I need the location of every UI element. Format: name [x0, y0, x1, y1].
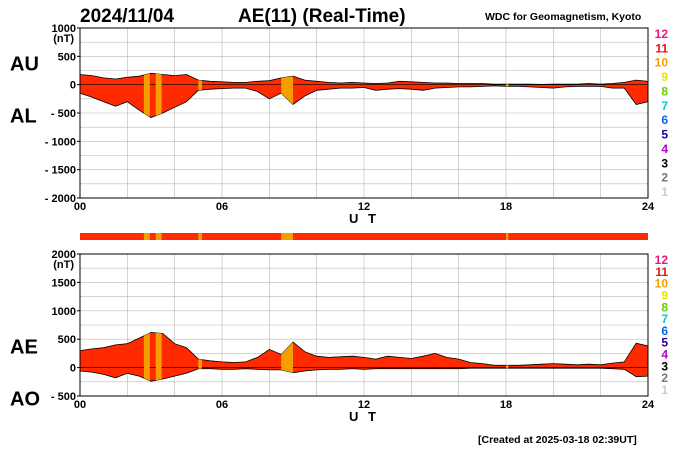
al-label: AL [10, 106, 37, 128]
ae-ao-y-tick-label: 500 [58, 334, 76, 346]
legend-item-1: 1 [661, 383, 668, 397]
au-al-y-tick-label: - 500 [51, 108, 76, 120]
legend-item-10: 10 [655, 277, 669, 291]
legend-item-6: 6 [661, 113, 668, 127]
au-al-reduced-interval [143, 73, 150, 118]
legend-item-8: 8 [661, 84, 668, 98]
ae-ao-frame [79, 253, 649, 397]
ao-label: AO [10, 389, 40, 411]
au-al-x-tick-label: 18 [500, 201, 512, 213]
ae-ao-x-ticks: 00 06 12 18 24 [74, 399, 655, 411]
ae-ao-reduced-interval [281, 332, 293, 382]
legend-item-9: 9 [661, 70, 668, 84]
legend-item-3: 3 [661, 156, 668, 170]
au-al-unit-label: (nT) [53, 33, 74, 45]
data-status-bar [80, 233, 648, 240]
chart-title: AE(11) (Real-Time) [238, 6, 406, 27]
legend-item-2: 2 [661, 171, 668, 185]
au-al-y-tick-label: - 1000 [45, 136, 76, 148]
au-al-reduced-interval [281, 73, 293, 118]
ae-ao-unit-label: (nT) [53, 259, 74, 271]
au-al-x-tick-label: 12 [358, 201, 370, 213]
legend-item-9: 9 [661, 288, 668, 302]
au-label: AU [10, 54, 39, 76]
au-al-x-ticks: 00 06 12 18 24 [74, 201, 655, 213]
created-timestamp: [Created at 2025-03-18 02:39UT] [478, 434, 637, 446]
au-al-x-tick-label: 06 [216, 201, 228, 213]
status-bar-reduced [281, 233, 293, 240]
au-al-x-tick-label: 00 [74, 201, 86, 213]
status-bar-reduced [198, 233, 202, 240]
ae-ao-y-tick-label: 2000 [52, 249, 76, 261]
status-bar-reduced [155, 233, 162, 240]
ae-ao-y-tick-label: 0 [70, 363, 76, 375]
ae-ao-y-tick-label: - 500 [51, 391, 76, 403]
status-bar-reduced [143, 233, 150, 240]
legend-item-8: 8 [661, 300, 668, 314]
legend-item-12: 12 [655, 253, 669, 267]
legend-item-4: 4 [661, 142, 668, 156]
ae-ao-y-ticks: 2000 1500 1000 500 0 - 500 [51, 249, 80, 403]
ae-ao-x-tick-label: 24 [642, 399, 655, 411]
au-al-y-tick-label: - 1500 [45, 165, 76, 177]
ae-ao-y-tick-label: 1000 [52, 306, 76, 318]
au-al-y-tick-label: 0 [70, 80, 76, 92]
ae-ao-x-tick-label: 00 [74, 399, 86, 411]
ae-ao-x-tick-label: 06 [216, 399, 228, 411]
legend-item-6: 6 [661, 324, 668, 338]
legend-item-2: 2 [661, 371, 668, 385]
ae-ao-x-tick-label: 12 [358, 399, 370, 411]
au-al-y-ticks: 1000 500 0 - 500 - 1000 - 1500 - 2000 [45, 23, 80, 205]
ae-ao-y-tick-label: 1500 [52, 277, 76, 289]
au-al-x-tick-label: 24 [642, 201, 655, 213]
ae-ao-reduced-interval [143, 332, 150, 382]
au-al-y-tick-label: - 2000 [45, 193, 76, 205]
au-al-y-tick-label: 500 [58, 51, 76, 63]
legend-item-7: 7 [661, 312, 668, 326]
au-al-reduced-interval [155, 73, 162, 118]
date-label: 2024/11/04 [80, 6, 174, 27]
source-label: WDC for Geomagnetism, Kyoto [485, 11, 641, 23]
legend-item-4: 4 [661, 348, 668, 362]
au-al-grid [79, 27, 649, 199]
legend-item-5: 5 [661, 336, 668, 350]
ae-ao-reduced-interval [155, 332, 162, 382]
status-bar-reduced [506, 233, 509, 240]
legend-item-10: 10 [655, 56, 669, 70]
ae-ao-x-tick-label: 18 [500, 399, 512, 411]
legend-item-5: 5 [661, 128, 668, 142]
status-bar-fill [80, 233, 648, 240]
legend-item-3: 3 [661, 359, 668, 373]
legend-item-11: 11 [655, 41, 668, 55]
ae-label: AE [10, 337, 38, 359]
legend-item-11: 11 [655, 265, 668, 279]
legend-item-7: 7 [661, 99, 668, 113]
ae-ao-x-axis-label: U T [349, 409, 379, 424]
au-al-x-axis-label: U T [349, 211, 379, 226]
legend-item-12: 12 [655, 27, 669, 41]
au-al-y-tick-label: 1000 [52, 23, 76, 35]
legend-item-1: 1 [661, 185, 668, 199]
